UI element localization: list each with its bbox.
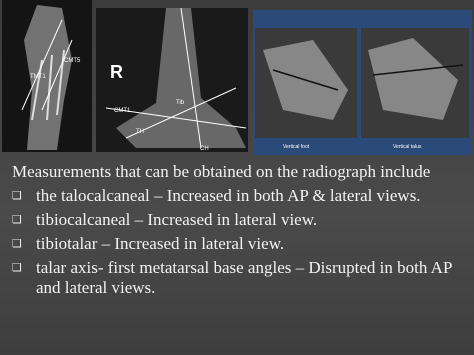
text-block: Measurements that can be obtained on the…: [0, 162, 474, 302]
xray-pair: Vertical foot Vertical talus: [253, 10, 472, 155]
intro: Measurements that can be obtained on the…: [12, 162, 431, 181]
xray-lateral: R CMT1 TH CH Tib: [96, 8, 248, 152]
image-label: R: [110, 62, 123, 82]
image-label: TH: [136, 129, 144, 135]
bullet: talar axis- first metatarsal base angles…: [12, 258, 466, 298]
xray-ap: CMT5 TMT1: [2, 0, 92, 152]
image-label: TMT1: [30, 74, 46, 80]
image-label: Vertical talus: [393, 144, 422, 150]
image-label: Vertical foot: [283, 144, 310, 150]
bullet: tibiocalcaneal – Increased in lateral vi…: [12, 210, 466, 230]
image-label: CMT5: [64, 58, 81, 64]
bullet: the talocalcaneal – Increased in both AP…: [12, 186, 466, 206]
image-label: CH: [200, 146, 209, 152]
bullet: tibiotalar – Increased in lateral view.: [12, 234, 466, 254]
image-label: Tib: [176, 100, 185, 106]
image-label: CMT1: [114, 108, 131, 114]
